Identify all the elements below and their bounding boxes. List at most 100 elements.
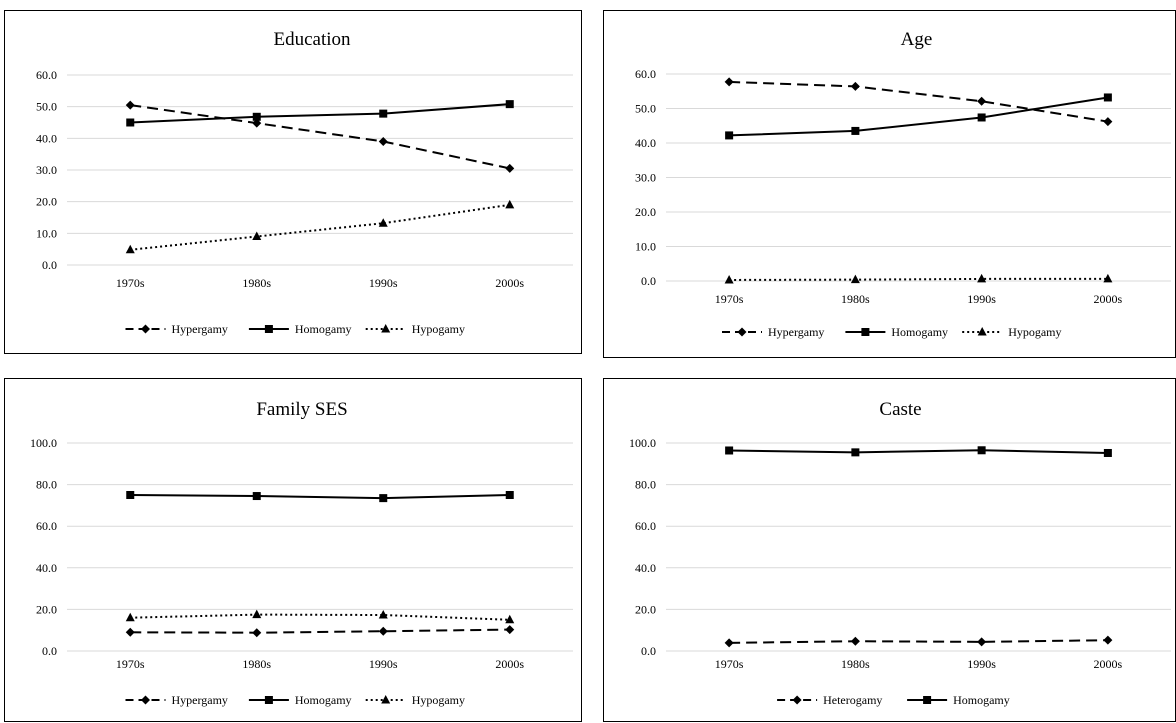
legend: Hypergamy Homogamy Hypogamy — [722, 325, 1062, 339]
x-tick-label: 1970s — [116, 276, 145, 290]
y-tick-label: 50.0 — [36, 100, 57, 114]
y-tick-label: 60.0 — [36, 519, 57, 533]
legend-item-hypogamy: Hypogamy — [365, 693, 465, 707]
legend-marker — [381, 695, 391, 704]
legend-label: Homogamy — [953, 693, 1010, 707]
x-tick-label: 1970s — [715, 292, 744, 306]
homogamy-point — [379, 494, 388, 503]
heterogamy-line — [729, 639, 1108, 644]
x-tick-label: 1970s — [715, 657, 744, 671]
x-tick-label: 1990s — [967, 292, 996, 306]
legend-item-hypogamy: Hypogamy — [365, 322, 465, 336]
legend-item-hypergamy: Hypergamy — [125, 322, 228, 336]
hypergamy-point — [505, 625, 515, 635]
y-tick-label: 30.0 — [635, 171, 656, 185]
legend: Hypergamy Homogamy Hypogamy — [125, 322, 465, 336]
heterogamy-point — [724, 638, 734, 648]
hypergamy-point — [505, 163, 515, 173]
hypergamy-line — [130, 628, 510, 634]
chart-title: Family SES — [256, 399, 347, 420]
legend-item-hypogamy: Hypogamy — [962, 325, 1062, 339]
hypogamy-series — [125, 609, 515, 624]
y-tick-label: 0.0 — [42, 258, 57, 272]
hypergamy-line — [130, 104, 510, 170]
legend-item-hypergamy: Hypergamy — [722, 325, 824, 339]
x-tick-label: 1970s — [116, 657, 145, 671]
y-tick-label: 0.0 — [641, 274, 656, 288]
hypogamy-point — [252, 231, 262, 240]
legend-marker — [141, 324, 150, 334]
y-tick-label: 100.0 — [629, 436, 656, 450]
legend-item-homogamy: Homogamy — [248, 693, 352, 707]
chart-title: Caste — [879, 399, 921, 420]
caste-chart: Caste 0.0 20.0 40.0 60.0 80.0 100.0 1970s 1980s 1… — [629, 399, 1171, 707]
y-tick-label: 0.0 — [641, 644, 656, 658]
homogamy-point — [725, 446, 734, 455]
legend-marker — [977, 327, 987, 336]
heterogamy-series — [724, 635, 1113, 648]
homogamy-point — [252, 492, 261, 501]
hypergamy-point — [125, 100, 135, 110]
x-tick-label: 1980s — [841, 657, 870, 671]
y-tick-label: 60.0 — [635, 519, 656, 533]
legend-label: Homogamy — [295, 322, 352, 336]
y-tick-label: 10.0 — [36, 226, 57, 240]
hypogamy-series — [724, 273, 1113, 284]
hypogamy-point — [850, 274, 860, 284]
legend-label: Homogamy — [295, 693, 352, 707]
hypogamy-point — [378, 218, 388, 227]
homogamy-point — [379, 109, 388, 118]
legend-label: Hypergamy — [768, 325, 824, 339]
education-chart-panel: Education 0.0 10.0 20.0 30.0 40.0 50.0 60.0 1970… — [4, 10, 582, 354]
hypogamy-point — [125, 612, 135, 622]
legend-label: Hypogamy — [412, 693, 465, 707]
hypergamy-point — [1103, 117, 1113, 127]
legend-label: Hypogamy — [1008, 325, 1061, 339]
y-tick-label: 40.0 — [36, 561, 57, 575]
x-tick-label: 1990s — [369, 276, 398, 290]
hypergamy-point — [724, 77, 734, 87]
hypergamy-point — [378, 626, 388, 636]
legend-marker — [792, 695, 802, 705]
y-tick-label: 30.0 — [36, 163, 57, 177]
legend-marker — [264, 325, 273, 333]
education-chart: Education 0.0 10.0 20.0 30.0 40.0 50.0 60.0 1970… — [36, 29, 573, 336]
homogamy-point — [505, 491, 514, 499]
legend-item-homogamy: Homogamy — [248, 322, 352, 336]
hypogamy-series — [125, 199, 515, 254]
homogamy-point — [252, 112, 261, 121]
y-tick-label: 20.0 — [36, 602, 57, 616]
legend-marker — [381, 324, 391, 333]
legend-label: Hypergamy — [172, 693, 228, 707]
legend: Heterogamy Homogamy — [777, 693, 1010, 707]
y-tick-label: 40.0 — [635, 136, 656, 150]
y-tick-label: 50.0 — [635, 102, 656, 116]
legend-marker — [923, 696, 932, 704]
y-tick-label: 40.0 — [36, 131, 57, 145]
x-tick-label: 1990s — [967, 657, 996, 671]
homogamy-point — [725, 131, 734, 140]
y-tick-label: 100.0 — [30, 436, 57, 450]
legend-item-hypergamy: Hypergamy — [125, 693, 228, 707]
legend-marker — [737, 327, 747, 337]
heterogamy-point — [1103, 635, 1113, 645]
y-tick-label: 0.0 — [42, 644, 57, 658]
age-chart: Age 0.0 10.0 20.0 30.0 40.0 50.0 60.0 1970s 1980s… — [635, 29, 1171, 339]
legend-marker — [264, 696, 273, 704]
legend-item-homogamy: Homogamy — [845, 325, 948, 339]
x-tick-label: 1980s — [841, 292, 870, 306]
heterogamy-point — [850, 636, 860, 646]
homogamy-line — [130, 494, 510, 500]
hypogamy-line — [729, 277, 1108, 281]
legend-marker — [861, 328, 870, 336]
homogamy-point — [505, 100, 514, 109]
legend-marker — [141, 695, 150, 705]
homogamy-point — [126, 491, 135, 499]
x-tick-label: 1990s — [369, 657, 398, 671]
chart-title: Education — [273, 29, 351, 50]
y-tick-label: 10.0 — [635, 240, 656, 254]
hypergamy-point — [125, 627, 135, 637]
legend: Hypergamy Homogamy Hypogamy — [125, 693, 465, 707]
y-tick-label: 20.0 — [36, 195, 57, 209]
caste-chart-panel: Caste 0.0 20.0 40.0 60.0 80.0 100.0 1970s 1980s 1… — [603, 378, 1176, 722]
